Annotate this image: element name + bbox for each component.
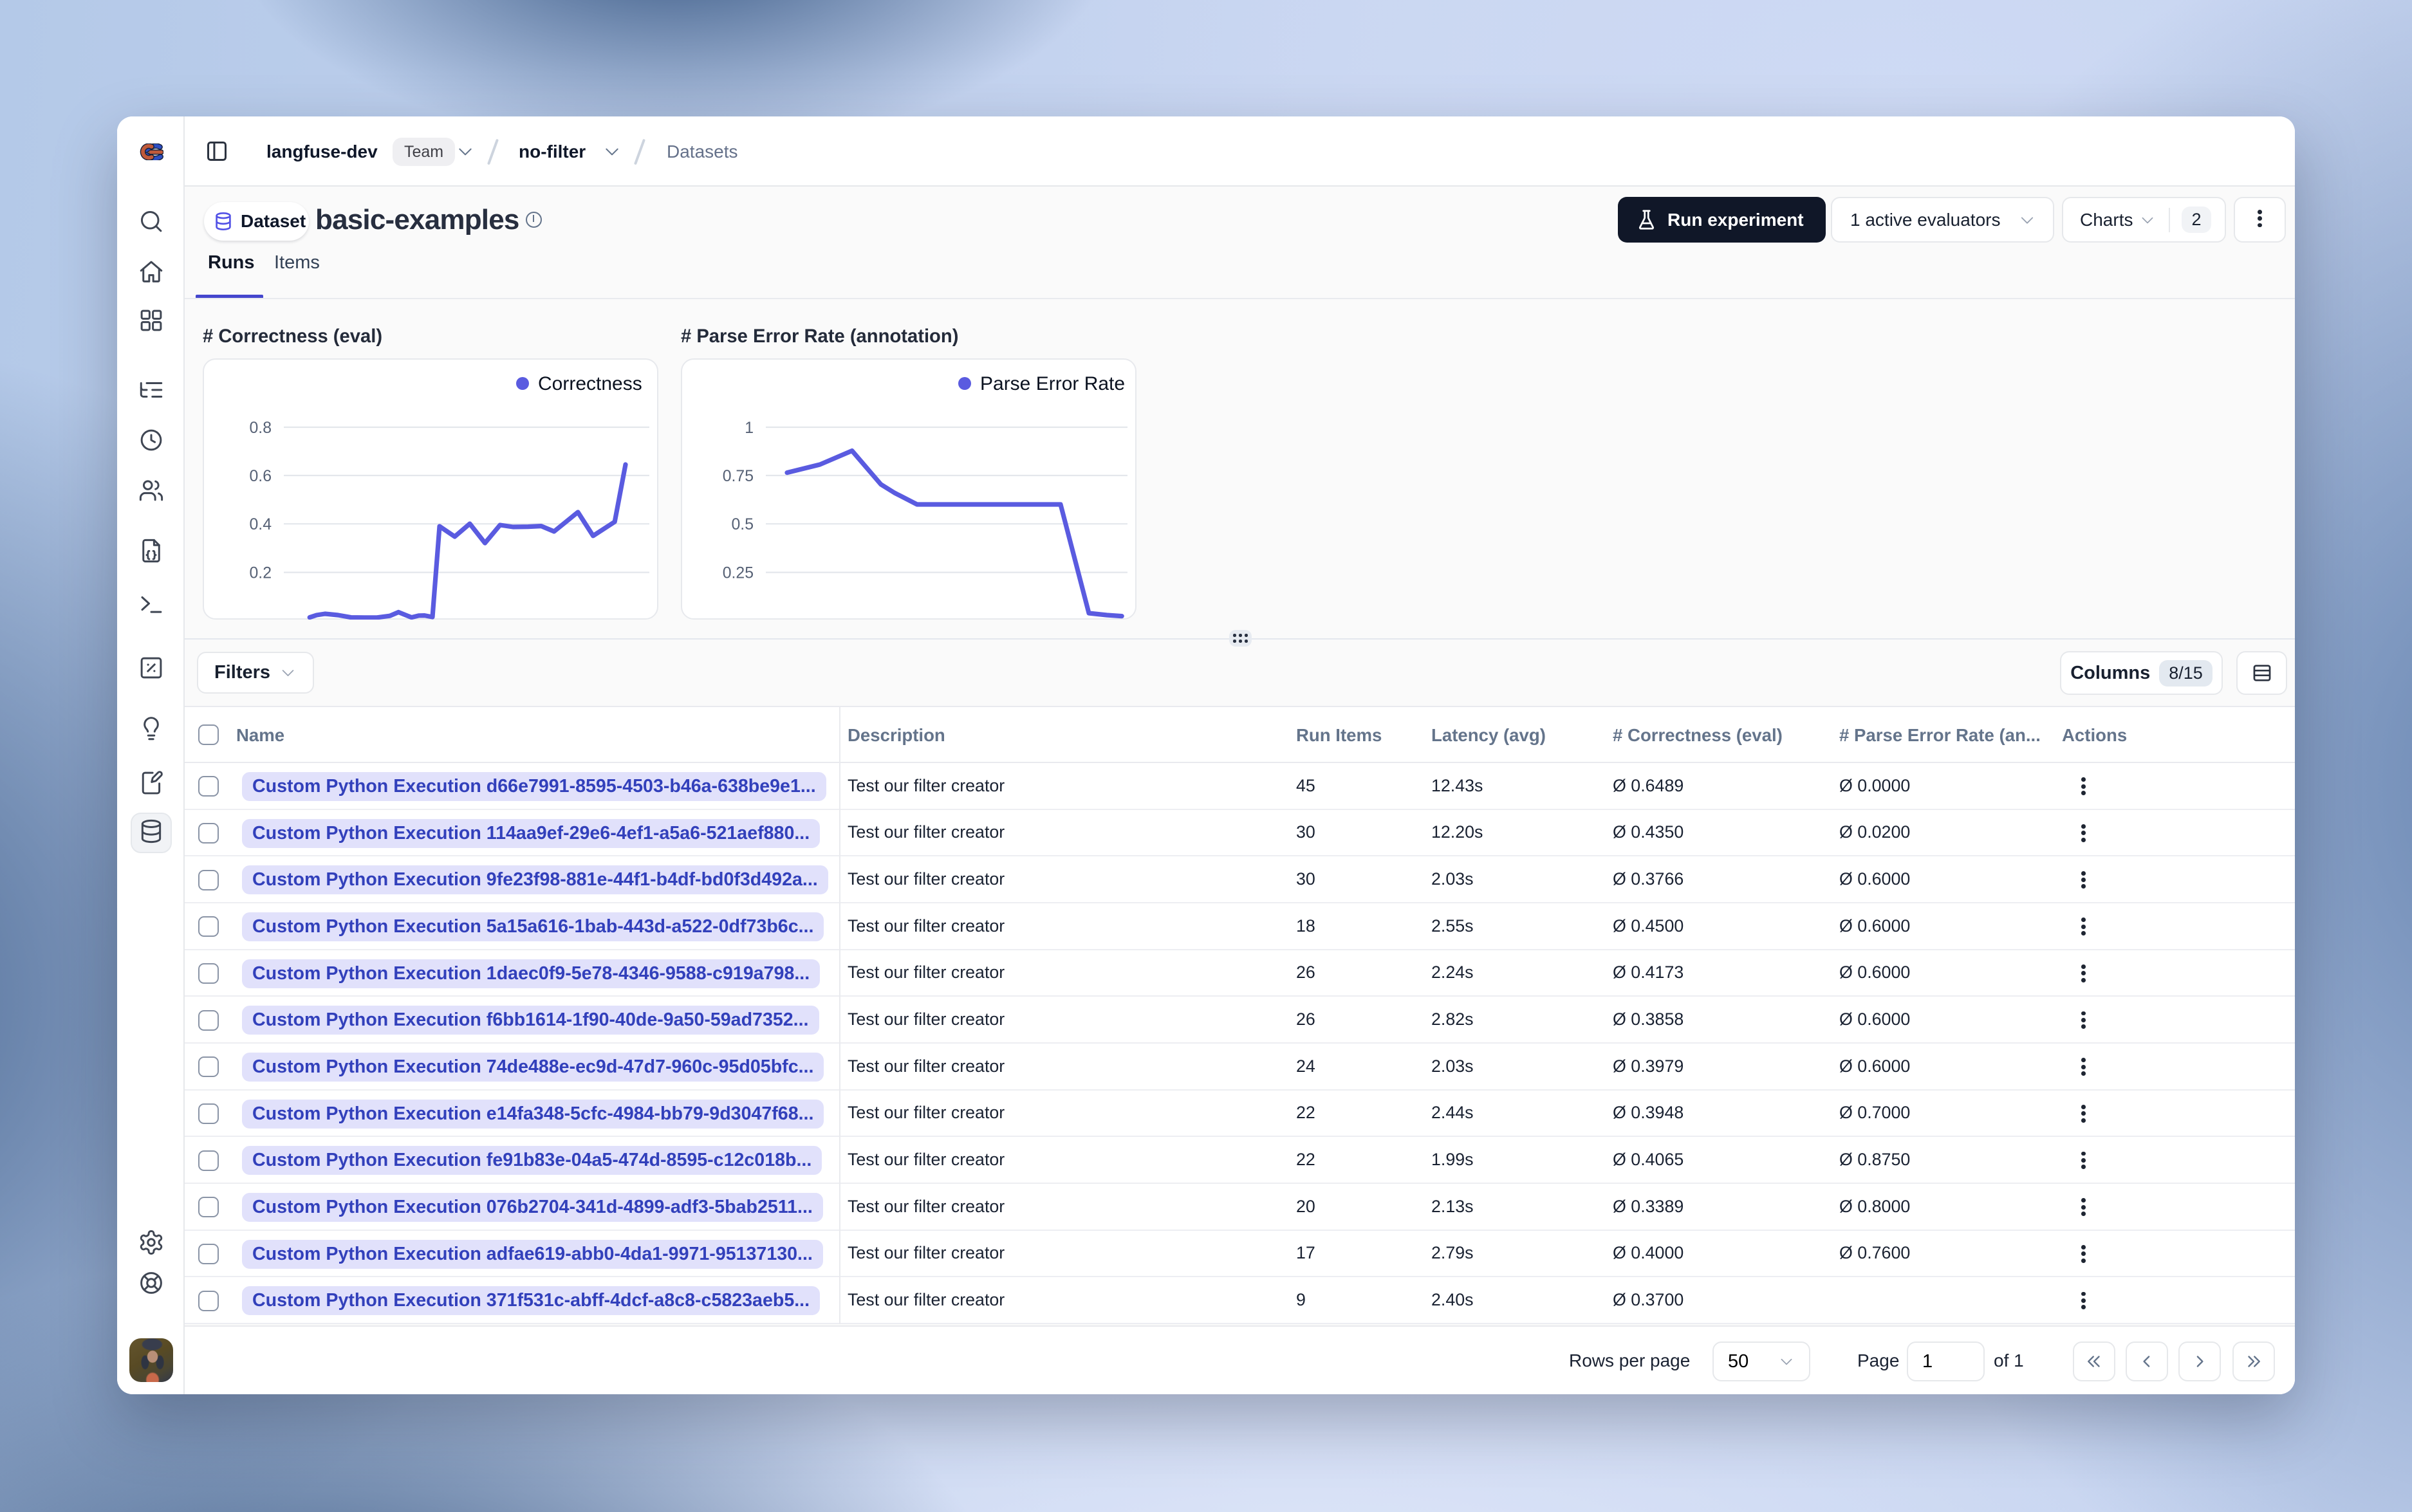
svg-text:0.75: 0.75 xyxy=(723,468,754,485)
svg-text:0.4: 0.4 xyxy=(250,516,272,533)
svg-text:0.2: 0.2 xyxy=(250,565,272,582)
svg-text:1: 1 xyxy=(745,419,754,437)
svg-text:Parse Error Rate: Parse Error Rate xyxy=(980,373,1125,394)
svg-text:0.6: 0.6 xyxy=(250,468,272,485)
svg-text:0.8: 0.8 xyxy=(250,419,272,437)
svg-text:0.25: 0.25 xyxy=(723,565,754,582)
svg-text:Correctness: Correctness xyxy=(538,373,642,394)
svg-text:0.5: 0.5 xyxy=(732,516,754,533)
